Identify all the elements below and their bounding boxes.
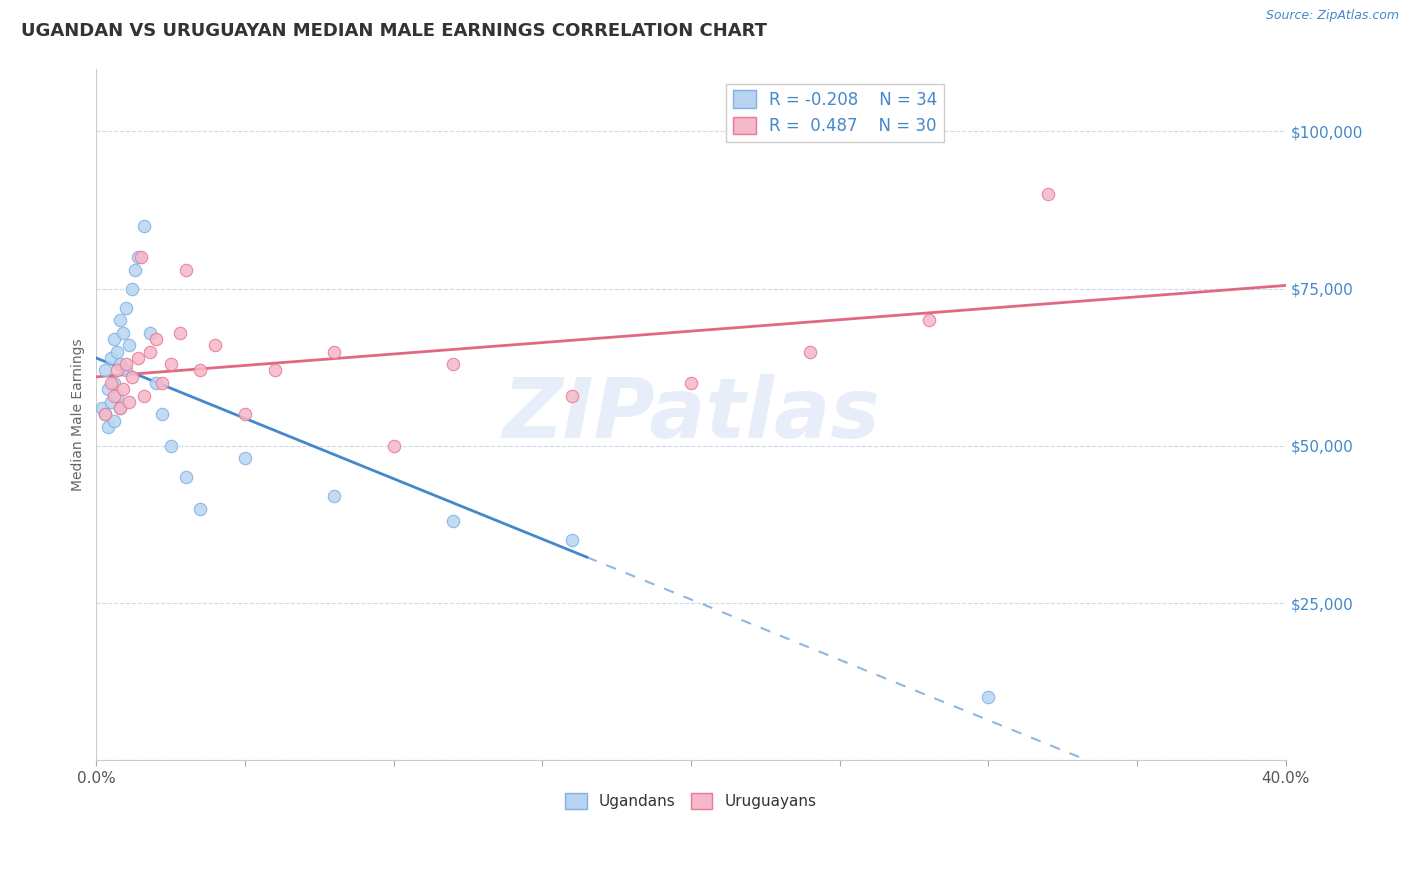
Point [561, 533, 583, 548]
Point [94, 408, 117, 422]
Text: Source: ZipAtlas.com: Source: ZipAtlas.com [1265, 9, 1399, 22]
Point [103, 388, 125, 402]
Point [204, 338, 226, 352]
Text: UGANDAN VS URUGUAYAN MEDIAN MALE EARNINGS CORRELATION CHART: UGANDAN VS URUGUAYAN MEDIAN MALE EARNING… [21, 22, 768, 40]
Point [977, 690, 1000, 705]
Point [323, 489, 346, 503]
Point [112, 382, 135, 396]
Point [121, 282, 143, 296]
Point [150, 408, 173, 422]
Point [132, 388, 155, 402]
Point [115, 301, 138, 315]
Point [100, 351, 122, 365]
Point [799, 344, 821, 359]
Point [105, 363, 128, 377]
Point [150, 376, 173, 390]
Point [100, 395, 122, 409]
Point [118, 338, 141, 352]
Point [129, 250, 152, 264]
Point [105, 344, 128, 359]
Point [115, 357, 138, 371]
Point [190, 501, 212, 516]
Point [105, 388, 128, 402]
Point [1036, 187, 1059, 202]
Point [103, 376, 125, 390]
Point [118, 395, 141, 409]
Point [108, 401, 131, 416]
Point [323, 344, 346, 359]
Point [918, 313, 941, 327]
Point [174, 470, 197, 484]
Point [139, 326, 162, 340]
Point [159, 439, 181, 453]
Point [145, 332, 167, 346]
Point [108, 313, 131, 327]
Point [233, 451, 256, 466]
Point [94, 408, 117, 422]
Point [100, 376, 122, 390]
Point [124, 262, 146, 277]
Point [112, 326, 135, 340]
Point [139, 344, 162, 359]
Point [382, 439, 405, 453]
Y-axis label: Median Male Earnings: Median Male Earnings [72, 338, 86, 491]
Point [121, 369, 143, 384]
Point [159, 357, 181, 371]
Point [108, 401, 131, 416]
Point [233, 408, 256, 422]
Text: ZIPatlas: ZIPatlas [502, 374, 880, 455]
Point [94, 363, 117, 377]
Point [108, 357, 131, 371]
Point [103, 414, 125, 428]
Point [174, 262, 197, 277]
Point [97, 382, 120, 396]
Point [127, 351, 149, 365]
Point [91, 401, 114, 416]
Point [145, 376, 167, 390]
Point [561, 388, 583, 402]
Point [263, 363, 285, 377]
Point [441, 357, 464, 371]
Point [190, 363, 212, 377]
Point [97, 420, 120, 434]
Point [103, 332, 125, 346]
Point [127, 250, 149, 264]
Point [679, 376, 702, 390]
Point [115, 363, 138, 377]
Point [132, 219, 155, 233]
Point [441, 515, 464, 529]
Point [169, 326, 191, 340]
Legend: Ugandans, Uruguayans: Ugandans, Uruguayans [560, 787, 823, 815]
